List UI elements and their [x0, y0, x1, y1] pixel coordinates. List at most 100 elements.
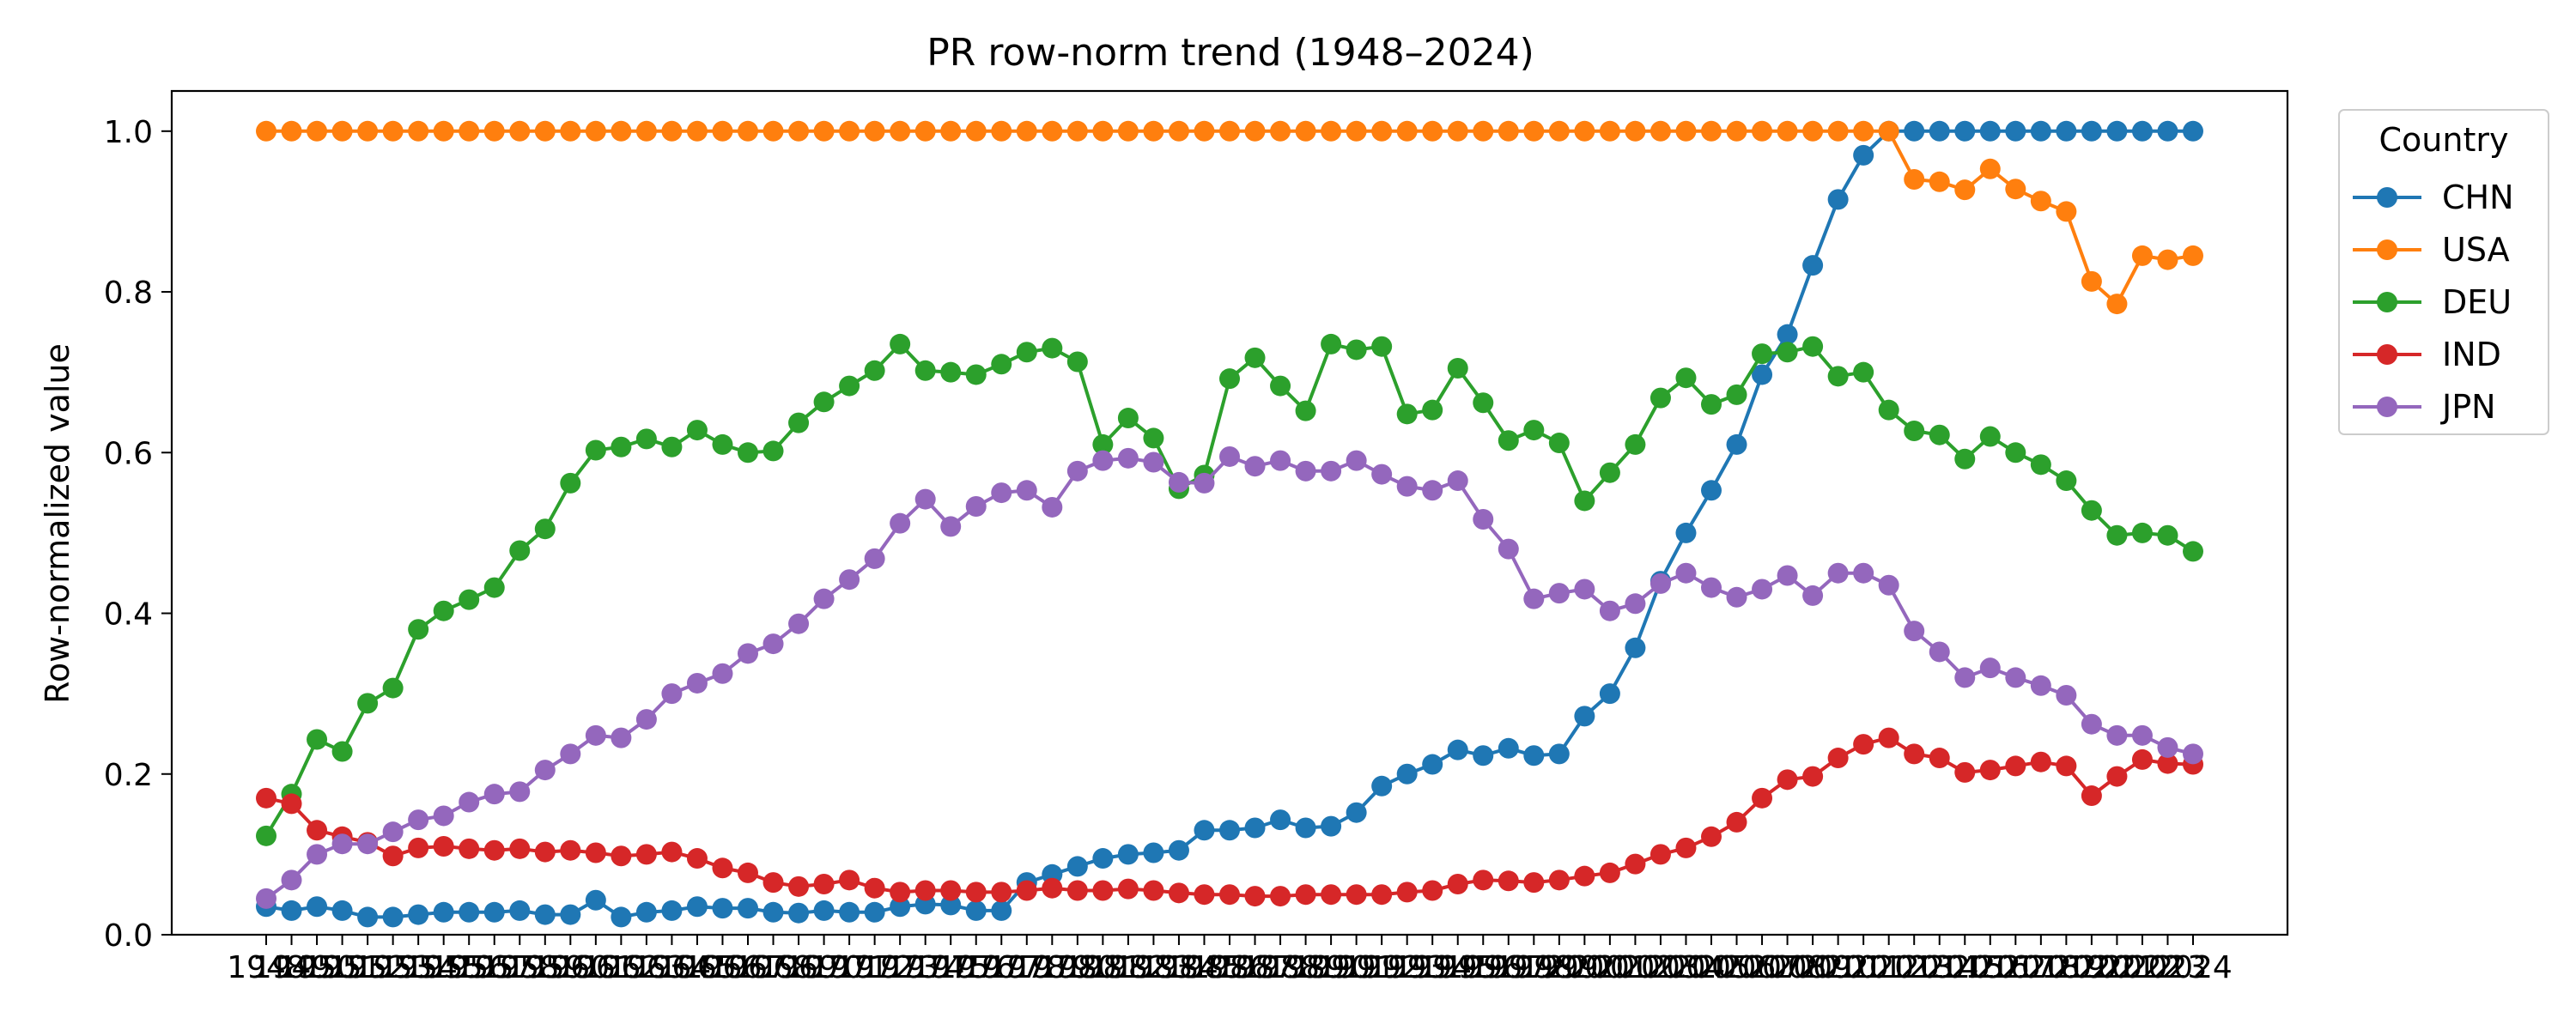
data-point-jpn [1295, 460, 1316, 482]
data-point-jpn [1904, 621, 1925, 642]
x-tick-label: 1992 [1342, 950, 1421, 985]
data-point-jpn [1954, 667, 1976, 688]
data-point-usa [1066, 120, 1088, 142]
data-point-jpn [1523, 588, 1545, 609]
data-point-jpn [433, 805, 454, 827]
data-point-chn [1117, 844, 1139, 865]
data-point-usa [2131, 245, 2153, 266]
y-tick-label: 0.6 [104, 436, 153, 471]
data-point-usa [307, 120, 328, 142]
data-point-usa [1599, 120, 1620, 142]
series-usa [256, 120, 2203, 315]
data-point-ind [1295, 884, 1316, 906]
data-point-ind [1042, 877, 1063, 899]
data-point-chn [1270, 809, 1291, 831]
data-point-chn [839, 901, 860, 923]
data-point-chn [382, 906, 404, 928]
data-point-usa [1447, 120, 1468, 142]
data-point-ind [1422, 880, 1443, 901]
data-point-ind [2081, 785, 2102, 807]
legend-label: USA [2442, 231, 2510, 269]
data-point-usa [1548, 120, 1570, 142]
data-point-jpn [2005, 667, 2026, 688]
data-point-chn [1346, 802, 1367, 823]
x-tick-label: 1985 [1165, 950, 1244, 985]
data-point-usa [1016, 120, 1037, 142]
x-tick-label: 1996 [1443, 950, 1522, 985]
data-point-jpn [1827, 562, 1849, 584]
data-point-usa [1092, 120, 1114, 142]
series-deu [256, 333, 2203, 846]
data-point-jpn [483, 784, 505, 805]
data-point-jpn [2081, 713, 2102, 735]
data-point-usa [738, 120, 758, 142]
data-point-ind [382, 845, 404, 867]
data-point-deu [1371, 336, 1393, 357]
data-point-chn [1244, 817, 1266, 839]
data-point-usa [890, 120, 911, 142]
data-point-jpn [1219, 445, 1240, 467]
data-point-deu [738, 442, 758, 464]
data-point-deu [661, 436, 683, 457]
data-point-ind [738, 862, 758, 883]
data-point-usa [1168, 120, 1189, 142]
data-point-ind [1270, 886, 1291, 907]
data-point-jpn [382, 821, 404, 843]
data-point-usa [357, 120, 379, 142]
data-point-jpn [1979, 657, 2001, 679]
data-point-chn [1726, 433, 1747, 455]
data-point-chn [1066, 856, 1088, 877]
data-point-jpn [1574, 579, 1595, 600]
data-point-ind [1853, 734, 1874, 755]
data-point-chn [331, 900, 353, 921]
data-point-ind [1168, 882, 1189, 904]
x-tick-label: 1959 [506, 950, 585, 985]
data-point-usa [534, 120, 556, 142]
data-point-ind [1954, 761, 1976, 783]
x-tick-label: 2007 [1722, 950, 1801, 985]
data-point-ind [890, 882, 911, 903]
x-tick-label: 2012 [1850, 950, 1929, 985]
x-tick-label: 1948 [227, 950, 306, 985]
data-point-jpn [2056, 685, 2077, 706]
x-tick-label: 1974 [886, 950, 965, 985]
data-point-jpn [1726, 586, 1747, 608]
data-point-usa [331, 120, 353, 142]
x-tick-label: 1972 [835, 950, 914, 985]
data-point-deu [1270, 375, 1291, 397]
data-point-chn [1853, 144, 1874, 166]
data-point-ind [1194, 884, 1215, 906]
data-point-chn [1777, 324, 1798, 345]
data-point-usa [1777, 120, 1798, 142]
data-point-deu [1574, 490, 1595, 512]
data-point-usa [585, 120, 606, 142]
data-point-deu [839, 375, 860, 397]
data-point-ind [788, 876, 810, 897]
data-point-usa [839, 120, 860, 142]
data-point-deu [585, 439, 606, 461]
legend: Country CHN USA DEU IND JPN [2338, 109, 2549, 435]
data-point-usa [2081, 270, 2102, 292]
x-tick-label: 2010 [1799, 950, 1878, 985]
data-point-usa [2157, 249, 2178, 270]
data-point-usa [1143, 120, 1164, 142]
data-point-ind [1649, 844, 1671, 865]
x-tick-label: 2014 [1900, 950, 1979, 985]
data-point-deu [1244, 347, 1266, 368]
x-tick-label: 1969 [759, 950, 838, 985]
data-point-ind [2005, 755, 2026, 777]
data-point-jpn [1802, 585, 1824, 606]
data-point-chn [1523, 745, 1545, 766]
data-point-deu [712, 433, 733, 455]
x-tick-label: 1966 [683, 950, 762, 985]
x-tick-label: 1963 [607, 950, 686, 985]
data-point-usa [611, 120, 632, 142]
data-point-jpn [1346, 450, 1367, 471]
legend-label: JPN [2440, 388, 2496, 426]
x-tick-label: 1964 [633, 950, 712, 985]
data-point-usa [1346, 120, 1367, 142]
data-point-usa [1244, 120, 1266, 142]
x-tick-label: 1993 [1368, 950, 1447, 985]
data-point-usa [1929, 171, 1950, 192]
data-point-jpn [940, 516, 962, 537]
